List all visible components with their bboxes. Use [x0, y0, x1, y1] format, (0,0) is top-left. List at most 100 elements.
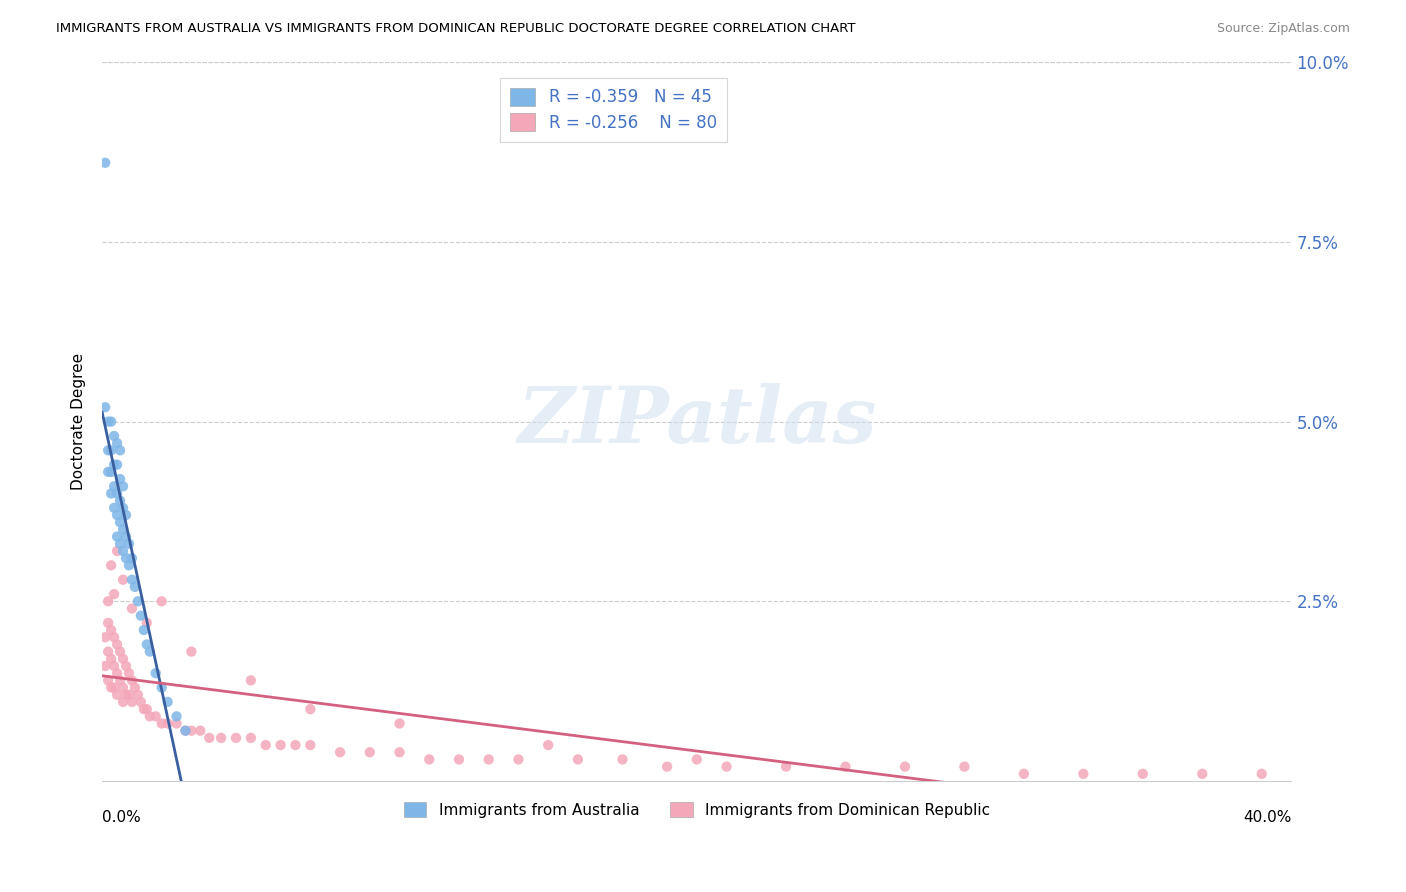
Point: [97, 443, 120, 458]
Text: 40.0%: 40.0%: [1243, 810, 1292, 825]
Point: [100, 486, 122, 500]
Point: [108, 493, 131, 508]
Point: [156, 695, 179, 709]
Point: [254, 738, 277, 752]
Point: [105, 530, 128, 544]
Point: [108, 515, 131, 529]
Point: [447, 752, 470, 766]
Point: [97, 415, 120, 429]
Point: [145, 709, 167, 723]
Text: 0.0%: 0.0%: [103, 810, 141, 825]
Point: [127, 594, 149, 608]
Point: [94, 630, 117, 644]
Point: [537, 738, 560, 752]
Point: [103, 429, 125, 443]
Point: [135, 637, 157, 651]
Y-axis label: Doctorate Degree: Doctorate Degree: [72, 353, 86, 490]
Point: [139, 645, 162, 659]
Point: [1073, 767, 1095, 781]
Point: [118, 666, 141, 681]
Point: [100, 558, 122, 573]
Point: [239, 731, 262, 745]
Point: [775, 759, 797, 773]
Point: [180, 645, 202, 659]
Point: [118, 558, 141, 573]
Point: [105, 544, 128, 558]
Point: [174, 723, 197, 738]
Point: [198, 731, 221, 745]
Point: [105, 486, 128, 500]
Point: [111, 544, 134, 558]
Text: IMMIGRANTS FROM AUSTRALIA VS IMMIGRANTS FROM DOMINICAN REPUBLIC DOCTORATE DEGREE: IMMIGRANTS FROM AUSTRALIA VS IMMIGRANTS …: [56, 22, 856, 36]
Point: [209, 731, 232, 745]
Point: [508, 752, 530, 766]
Point: [567, 752, 589, 766]
Point: [115, 530, 138, 544]
Point: [953, 759, 976, 773]
Point: [103, 500, 125, 515]
Point: [150, 594, 173, 608]
Point: [156, 716, 179, 731]
Point: [97, 673, 120, 688]
Point: [132, 623, 155, 637]
Point: [135, 702, 157, 716]
Point: [135, 615, 157, 630]
Point: [103, 587, 125, 601]
Point: [108, 537, 131, 551]
Point: [94, 659, 117, 673]
Point: [299, 702, 322, 716]
Point: [1132, 767, 1154, 781]
Point: [329, 745, 352, 759]
Point: [108, 673, 131, 688]
Point: [188, 723, 211, 738]
Point: [388, 716, 411, 731]
Point: [97, 645, 120, 659]
Point: [111, 523, 134, 537]
Point: [150, 681, 173, 695]
Point: [418, 752, 440, 766]
Point: [834, 759, 856, 773]
Point: [103, 659, 125, 673]
Point: [94, 400, 117, 414]
Point: [166, 709, 188, 723]
Text: ZIPatlas: ZIPatlas: [517, 384, 876, 459]
Point: [121, 551, 143, 566]
Point: [129, 695, 152, 709]
Point: [118, 688, 141, 702]
Point: [105, 666, 128, 681]
Legend: R = -0.359   N = 45, R = -0.256    N = 80: R = -0.359 N = 45, R = -0.256 N = 80: [501, 78, 727, 142]
Point: [115, 551, 138, 566]
Point: [284, 738, 307, 752]
Point: [139, 709, 162, 723]
Point: [94, 155, 117, 169]
Point: [105, 688, 128, 702]
Point: [100, 415, 122, 429]
Point: [174, 723, 197, 738]
Point: [145, 666, 167, 681]
Point: [105, 508, 128, 522]
Point: [97, 594, 120, 608]
Point: [118, 537, 141, 551]
Point: [612, 752, 634, 766]
Point: [108, 645, 131, 659]
Point: [121, 695, 143, 709]
Point: [100, 465, 122, 479]
Point: [108, 443, 131, 458]
Point: [124, 580, 146, 594]
Point: [655, 759, 678, 773]
Point: [1191, 767, 1213, 781]
Point: [115, 659, 138, 673]
Point: [105, 458, 128, 472]
Point: [100, 443, 122, 458]
Point: [1012, 767, 1035, 781]
Point: [111, 479, 134, 493]
Point: [716, 759, 738, 773]
Point: [166, 716, 188, 731]
Point: [686, 752, 709, 766]
Point: [121, 573, 143, 587]
Point: [111, 652, 134, 666]
Point: [894, 759, 917, 773]
Point: [388, 745, 411, 759]
Point: [299, 738, 322, 752]
Point: [359, 745, 381, 759]
